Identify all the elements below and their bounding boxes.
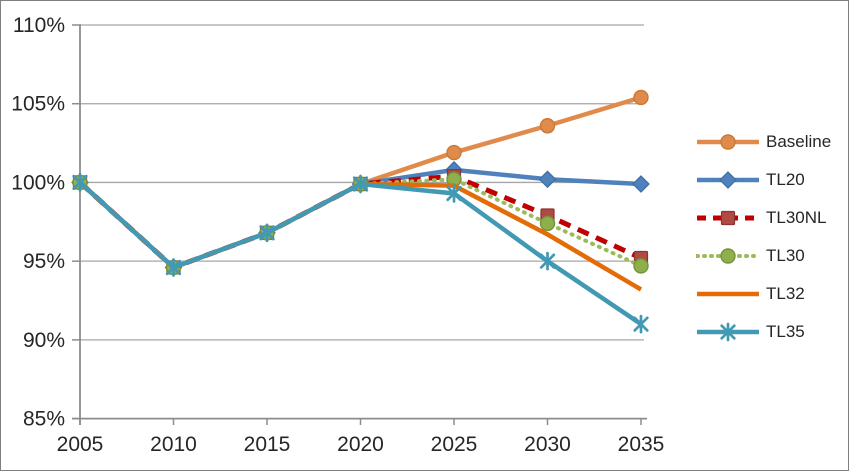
data-point-marker[interactable]: [633, 314, 649, 334]
series-line[interactable]: [78, 180, 643, 327]
series-tl35[interactable]: [72, 173, 649, 334]
legend-item-tl32[interactable]: TL32: [696, 275, 831, 313]
legend-item-tl20[interactable]: TL20: [696, 161, 831, 199]
x-tick-label: 2035: [618, 433, 665, 456]
data-point-marker[interactable]: [259, 223, 275, 243]
data-point-marker[interactable]: [633, 89, 649, 106]
x-tick-label: 2020: [337, 433, 384, 456]
y-tick-label: 90%: [23, 329, 65, 352]
data-point-marker[interactable]: [720, 134, 736, 150]
x-tick-label: 2025: [431, 433, 478, 456]
legend-item-tl35[interactable]: TL35: [696, 313, 831, 351]
legend-swatch: [697, 210, 759, 226]
data-point-marker[interactable]: [539, 215, 556, 232]
legend-swatch: [697, 171, 759, 189]
x-tick-label: 2030: [524, 433, 571, 456]
data-point-marker[interactable]: [539, 118, 556, 134]
legend-label: TL30NL: [766, 208, 827, 227]
legend-swatch: [697, 322, 759, 342]
series-line[interactable]: [78, 180, 643, 292]
legend-item-tl30nl[interactable]: TL30NL: [696, 199, 831, 237]
data-point-marker[interactable]: [446, 184, 462, 203]
legend-label: Baseline: [766, 132, 832, 151]
y-tick-label: 100%: [11, 171, 65, 194]
data-point-marker[interactable]: [719, 171, 737, 189]
data-point-marker[interactable]: [165, 258, 182, 277]
legend-label: TL32: [766, 284, 805, 303]
legend-label: TL30: [766, 246, 805, 265]
y-tick-label: 95%: [23, 250, 65, 273]
y-tick-label: 105%: [11, 93, 65, 116]
data-point-marker[interactable]: [633, 258, 649, 274]
x-tick-label: 2010: [150, 433, 197, 456]
legend-swatch: [697, 291, 759, 297]
data-point-marker[interactable]: [539, 251, 556, 271]
data-point-marker[interactable]: [632, 175, 650, 193]
data-point-marker[interactable]: [720, 210, 736, 226]
data-point-marker[interactable]: [720, 248, 736, 264]
data-point-marker[interactable]: [352, 174, 369, 194]
data-point-marker[interactable]: [720, 322, 736, 342]
x-tick-label: 2005: [57, 433, 104, 456]
legend-item-tl30[interactable]: TL30: [696, 237, 831, 275]
legend-item-baseline[interactable]: Baseline: [696, 123, 831, 161]
legend-swatch: [696, 248, 760, 264]
data-point-marker[interactable]: [446, 144, 462, 161]
legend-swatch: [697, 134, 759, 150]
series-tl32[interactable]: [78, 180, 643, 292]
x-tick-label: 2015: [244, 433, 291, 456]
legend-label: TL35: [766, 322, 805, 341]
data-point-marker[interactable]: [72, 173, 88, 192]
legend-label: TL20: [766, 170, 805, 189]
data-point-marker[interactable]: [538, 170, 557, 189]
chart-legend: Baseline TL20 TL30NL TL30 TL32 TL35: [696, 123, 831, 351]
y-tick-label: 85%: [23, 408, 65, 431]
y-tick-label: 110%: [13, 14, 65, 37]
